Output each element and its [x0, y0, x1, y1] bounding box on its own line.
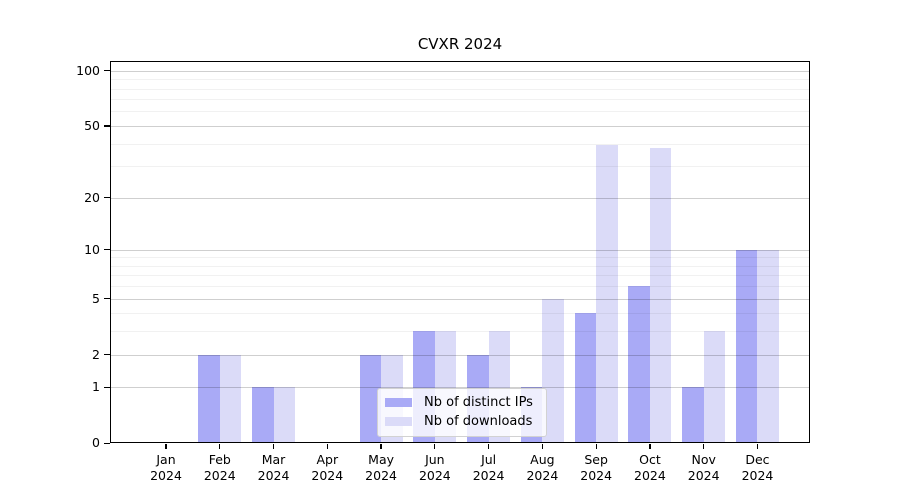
x-axis-label-jan-2024: Jan 2024 — [150, 452, 182, 483]
bar-downloads-dec-2024 — [757, 249, 779, 444]
minor-gridline-4 — [111, 313, 809, 315]
y-axis-label-20: 20 — [84, 189, 100, 205]
bar-downloads-oct-2024 — [649, 147, 672, 444]
minor-gridline-60 — [111, 111, 809, 113]
x-axis-tick-may-2024 — [380, 444, 382, 449]
x-axis-tick-jan-2024 — [165, 444, 167, 449]
x-axis-tick-jun-2024 — [434, 444, 436, 449]
major-gridline-5 — [111, 298, 809, 300]
y-axis-label-10: 10 — [84, 241, 100, 257]
y-axis-label-0: 0 — [92, 435, 100, 451]
y-axis-tick-10 — [104, 249, 110, 251]
minor-gridline-40 — [111, 143, 809, 145]
major-gridline-50 — [111, 125, 809, 127]
x-axis-tick-dec-2024 — [756, 444, 759, 449]
y-axis-label-5: 5 — [92, 290, 100, 306]
legend-label-distinct-ips: Nb of distinct IPs — [424, 394, 533, 410]
x-axis-label-oct-2024: Oct 2024 — [634, 452, 666, 483]
major-gridline-20 — [111, 197, 809, 199]
plot-area-frame — [110, 61, 810, 443]
minor-gridline-9 — [111, 257, 809, 259]
major-gridline-100 — [111, 70, 809, 72]
x-axis-tick-mar-2024 — [272, 444, 275, 449]
minor-gridline-3 — [111, 331, 809, 333]
legend-item-distinct-ips: Nb of distinct IPs — [385, 395, 538, 411]
legend-swatch-distinct-ips — [385, 397, 412, 408]
bar-downloads-mar-2024 — [273, 387, 296, 444]
x-axis-tick-nov-2024 — [703, 444, 705, 449]
y-axis-tick-50 — [104, 125, 110, 127]
x-axis-label-apr-2024: Apr 2024 — [311, 452, 344, 483]
legend: Nb of distinct IPs Nb of downloads — [377, 388, 547, 437]
x-axis-tick-oct-2024 — [649, 444, 651, 449]
minor-gridline-7 — [111, 275, 809, 277]
legend-item-downloads: Nb of downloads — [385, 414, 538, 430]
bar-downloads-sep-2024 — [596, 145, 618, 444]
x-axis-label-jul-2024: Jul 2024 — [472, 452, 505, 483]
minor-gridline-70 — [111, 99, 809, 101]
y-axis-label-1: 1 — [92, 379, 100, 395]
y-axis-tick-2 — [104, 354, 110, 356]
minor-gridline-80 — [111, 88, 809, 90]
x-axis-label-mar-2024: Mar 2024 — [257, 452, 290, 483]
bar-distinct-ips-dec-2024 — [735, 249, 758, 444]
x-axis-tick-jul-2024 — [487, 444, 490, 449]
x-axis-label-jun-2024: Jun 2024 — [418, 452, 451, 483]
bar-distinct-ips-oct-2024 — [628, 286, 650, 444]
y-axis-label-2: 2 — [92, 346, 100, 362]
x-axis-tick-sep-2024 — [595, 444, 597, 449]
legend-swatch-downloads — [385, 416, 412, 427]
y-axis-tick-1 — [104, 386, 110, 389]
chart-title: CVXR 2024 — [417, 35, 503, 53]
minor-gridline-6 — [111, 286, 809, 288]
x-axis-label-may-2024: May 2024 — [365, 452, 397, 483]
bar-distinct-ips-feb-2024 — [198, 354, 220, 444]
x-axis-tick-apr-2024 — [326, 444, 328, 449]
y-axis-label-50: 50 — [84, 117, 100, 133]
bar-distinct-ips-nov-2024 — [682, 387, 704, 444]
major-gridline-1 — [111, 387, 809, 389]
x-axis-label-dec-2024: Dec 2024 — [741, 452, 774, 483]
legend-label-downloads: Nb of downloads — [424, 413, 533, 429]
major-gridline-2 — [111, 354, 809, 356]
bar-downloads-feb-2024 — [219, 354, 242, 444]
x-axis-label-nov-2024: Nov 2024 — [687, 452, 720, 483]
x-axis-tick-aug-2024 — [541, 444, 544, 449]
bar-downloads-nov-2024 — [703, 331, 726, 444]
major-gridline-10 — [111, 249, 809, 251]
minor-gridline-30 — [111, 166, 809, 168]
x-axis-label-aug-2024: Aug 2024 — [526, 452, 559, 483]
y-axis-tick-100 — [104, 70, 110, 72]
x-axis-label-feb-2024: Feb 2024 — [203, 452, 236, 483]
y-axis-label-100: 100 — [76, 62, 100, 78]
bar-distinct-ips-sep-2024 — [574, 313, 597, 444]
x-axis-tick-feb-2024 — [219, 444, 221, 449]
bar-distinct-ips-mar-2024 — [252, 387, 274, 444]
bar-distinct-ips-may-2024 — [359, 354, 382, 444]
y-axis-tick-0 — [104, 442, 110, 444]
bar-downloads-aug-2024 — [542, 298, 564, 444]
minor-gridline-8 — [111, 265, 809, 267]
minor-gridline-90 — [111, 79, 809, 81]
y-axis-tick-20 — [104, 196, 110, 199]
y-axis-tick-5 — [104, 298, 110, 300]
x-axis-label-sep-2024: Sep 2024 — [580, 452, 613, 483]
